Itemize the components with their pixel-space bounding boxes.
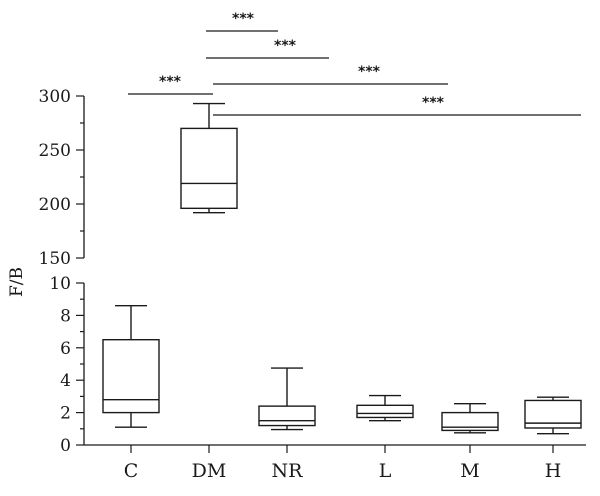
box-c [102,304,160,428]
sig-label: *** [358,64,381,80]
sig-bracket-dm-h: *** [213,95,581,116]
sig-label: *** [159,74,182,90]
y-axis-label: F/B [7,267,27,297]
sig-label: *** [422,95,445,111]
y-tick-label-lower: 2 [60,404,71,424]
box-h [524,396,582,435]
sig-bracket-dm-nr: *** [206,11,278,32]
box-iqr [258,405,316,427]
box-iqr [180,127,238,210]
y-tick-label-upper: 200 [39,195,71,215]
x-tick-label: C [124,460,139,482]
box-dm [180,102,238,214]
x-tick-label: L [379,460,392,482]
sig-label: *** [232,11,255,27]
y-tick-label-upper: 250 [39,141,71,161]
box-iqr [524,399,582,429]
y-tick-label-upper: 300 [39,87,71,107]
y-tick-label-lower: 0 [60,436,71,456]
x-tick-label: M [460,460,479,482]
y-tick-label-lower: 4 [60,371,71,391]
y-tick-label-lower: 6 [60,339,71,359]
significance-brackets: *** *** *** *** *** [128,11,581,116]
box-iqr [102,339,160,414]
box-nr [258,367,316,431]
x-tick-label: NR [272,460,304,482]
box-l [356,394,414,422]
y-tick-label-lower: 10 [49,274,71,294]
x-tick-label: H [545,460,562,482]
y-tick-label-lower: 8 [60,306,71,326]
sig-bracket-dm-l: *** [206,38,329,59]
box-m [441,402,499,434]
x-tick-label: DM [192,460,227,482]
y-tick-label-upper: 150 [39,249,71,269]
sig-bracket-c-dm: *** [128,74,213,95]
axes: 0 2 4 6 8 10 150 200 250 300 C DM NR L M H [39,87,586,482]
box-iqr [356,404,414,419]
sig-bracket-dm-m: *** [213,64,448,85]
boxes [102,102,582,435]
sig-label: *** [274,38,297,54]
